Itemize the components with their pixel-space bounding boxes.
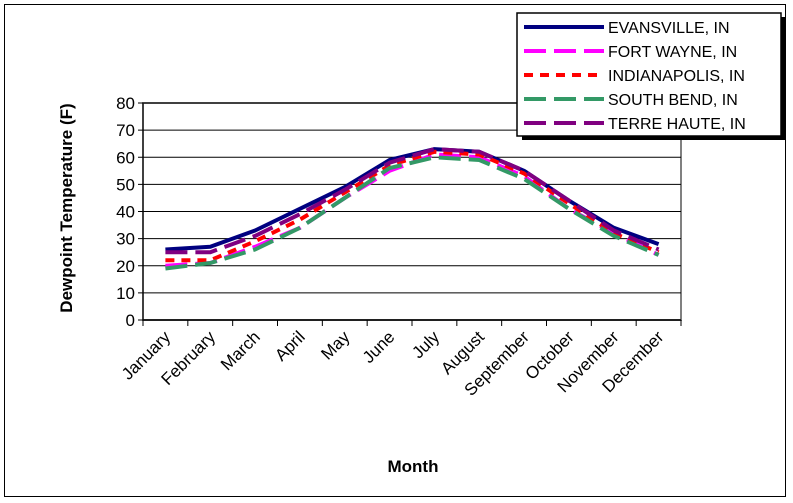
legend: EVANSVILLE, IN FORT WAYNE, IN INDIANAPOLIS… (516, 12, 786, 140)
y-tick-label: 80 (116, 94, 135, 113)
y-tick-label: 60 (116, 148, 135, 167)
y-tick-label: 70 (116, 121, 135, 140)
legend-label-1: FORT WAYNE, IN (608, 44, 737, 61)
y-tick-label: 10 (116, 284, 135, 303)
y-tick-label: 0 (126, 311, 135, 330)
x-axis-title: Month (388, 457, 439, 476)
legend-label-0: EVANSVILLE, IN (608, 20, 730, 37)
series-line-2 (165, 149, 660, 263)
x-tick-label: March (217, 327, 264, 374)
series-layer (165, 147, 660, 271)
y-tick-label: 30 (116, 230, 135, 249)
x-tick-label: June (359, 327, 399, 367)
y-axis-title: Dewpoint Temperature (F) (57, 103, 76, 312)
x-tick-label: April (271, 327, 308, 364)
x-tick-label: May (317, 327, 353, 363)
x-tick-label: July (408, 327, 443, 362)
y-tick-label: 50 (116, 175, 135, 194)
legend-label-2: INDIANAPOLIS, IN (608, 68, 745, 85)
legend-label-4: TERRE HAUTE, IN (608, 116, 746, 133)
series-line-3 (165, 155, 660, 271)
y-tick-label: 20 (116, 257, 135, 276)
series-line-0 (165, 147, 660, 252)
y-tick-label: 40 (116, 203, 135, 222)
legend-label-3: SOUTH BEND, IN (608, 92, 738, 109)
